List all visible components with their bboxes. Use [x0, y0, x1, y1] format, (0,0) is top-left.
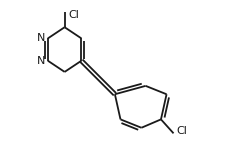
Text: N: N [37, 33, 45, 43]
Text: Cl: Cl [69, 11, 80, 20]
Text: N: N [37, 56, 45, 66]
Text: Cl: Cl [176, 126, 187, 136]
